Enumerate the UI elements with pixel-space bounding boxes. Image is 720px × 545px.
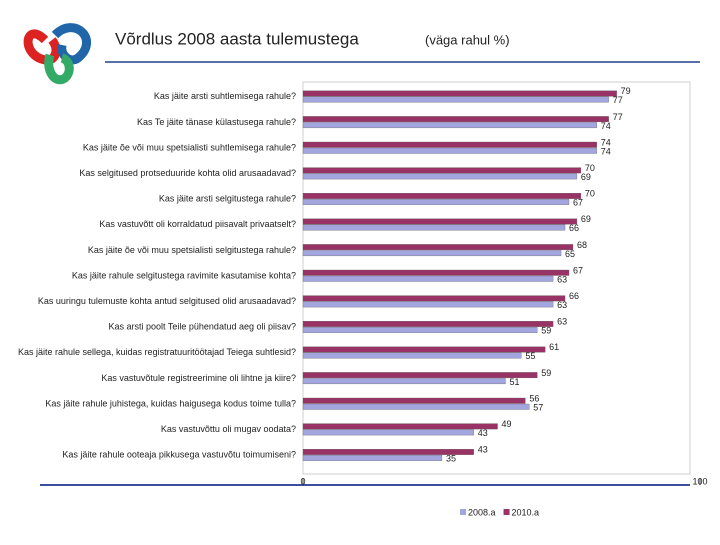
value-label: 49 (502, 419, 512, 429)
bar (302, 275, 554, 282)
value-label: 65 (565, 249, 575, 259)
bar (302, 193, 582, 199)
value-label: 79 (621, 86, 631, 96)
chart-subtitle: (väga rahul %) (425, 32, 510, 47)
value-label: 43 (478, 445, 488, 455)
bar (302, 147, 597, 154)
bar (302, 224, 566, 231)
y-tick-label: Kas jäite rahule sellega, kuidas registr… (18, 347, 296, 357)
bar (302, 321, 554, 327)
bar (302, 90, 617, 97)
value-label: 67 (573, 198, 583, 208)
value-label: 77 (613, 95, 623, 105)
bar (302, 116, 609, 123)
y-tick-label: Kas jäite õe või muu spetsialisti suhtle… (83, 142, 296, 152)
value-label: 57 (533, 402, 543, 412)
bar (302, 269, 570, 276)
legend-label: 2010.a (512, 507, 540, 517)
value-label: 74 (601, 146, 611, 156)
bar (302, 372, 538, 379)
bar (302, 141, 597, 148)
value-label: 69 (581, 172, 591, 182)
y-tick-label: Kas jäite rahule selgitustega ravimite k… (72, 270, 296, 280)
value-label: 59 (541, 368, 551, 378)
bar (302, 199, 570, 205)
x-tick-label: 0 (300, 476, 305, 486)
y-tick-label: Kas selgitused protseduuride kohta olid … (79, 168, 296, 178)
bar (302, 218, 578, 225)
logo (23, 23, 91, 85)
value-label: 70 (585, 163, 595, 173)
value-label: 55 (525, 351, 535, 361)
value-label: 43 (478, 428, 488, 438)
x-tick-label: 100 (692, 476, 707, 486)
bar (302, 449, 474, 455)
bar (302, 244, 574, 251)
bar (302, 295, 566, 302)
value-label: 61 (549, 342, 559, 352)
bar (302, 250, 562, 257)
bar (302, 352, 522, 359)
value-label: 77 (613, 112, 623, 122)
bar (302, 397, 526, 404)
bar (302, 173, 578, 180)
bar (302, 167, 582, 174)
value-label: 66 (569, 223, 579, 233)
value-label: 67 (573, 265, 583, 275)
value-label: 63 (557, 300, 567, 310)
bar (302, 455, 443, 461)
y-tick-label: Kas jäite arsti suhtlemisega rahule? (154, 91, 296, 101)
y-tick-label: Kas jäite rahule juhistega, kuidas haigu… (45, 398, 296, 408)
y-tick-label: Kas vastuvõttu oli mugav oodata? (161, 424, 296, 434)
y-tick-label: Kas Te jäite tänase külastusega rahule? (137, 117, 296, 127)
bar (302, 346, 546, 353)
value-label: 56 (529, 393, 539, 403)
y-tick-label: Kas arsti poolt Teile pühendatud aeg oli… (109, 322, 296, 332)
y-tick-label: Kas jäite arsti selgitustega rahule? (159, 194, 296, 204)
value-label: 69 (581, 214, 591, 224)
value-label: 74 (601, 137, 611, 147)
value-label: 74 (601, 121, 611, 131)
value-label: 51 (509, 377, 519, 387)
value-label: 63 (557, 317, 567, 327)
value-label: 70 (585, 189, 595, 199)
value-label: 68 (577, 240, 587, 250)
bar (302, 122, 597, 129)
chart-title: Võrdlus 2008 aasta tulemustega (115, 29, 359, 48)
bar (302, 301, 554, 308)
legend-swatch (460, 509, 466, 515)
y-tick-label: Kas uuringu tulemuste kohta antud selgit… (38, 296, 296, 306)
legend-label: 2008.a (468, 507, 496, 517)
value-label: 63 (557, 274, 567, 284)
bar (302, 327, 538, 333)
bar (302, 423, 498, 430)
y-tick-label: Kas vastuvõtule registreerimine oli liht… (101, 373, 296, 383)
y-tick-label: Kas jäite õe või muu spetsialisti selgit… (88, 245, 296, 255)
bar (302, 429, 474, 436)
bar (302, 403, 530, 410)
y-tick-label: Kas vastuvõtt oli korraldatud piisavalt … (99, 219, 296, 229)
value-label: 66 (569, 291, 579, 301)
bar (302, 96, 609, 103)
value-label: 59 (541, 326, 551, 336)
value-label: 35 (446, 454, 456, 464)
legend-swatch (503, 509, 510, 515)
bar (302, 378, 506, 385)
y-tick-label: Kas jäite rahule ooteaja pikkusega vastu… (62, 450, 296, 460)
